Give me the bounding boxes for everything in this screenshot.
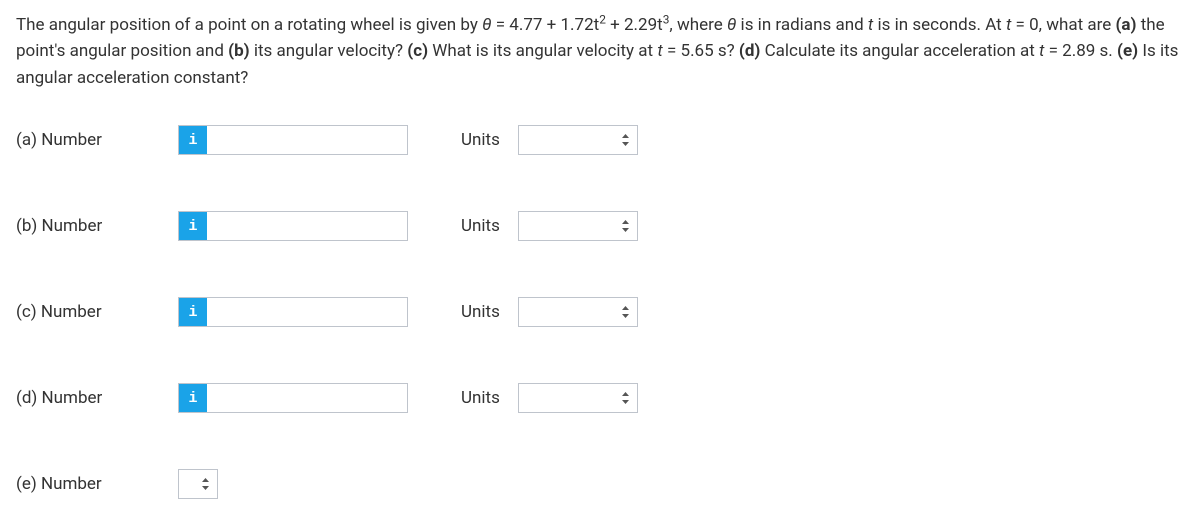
units-select-wrap-d	[518, 383, 638, 413]
q-seg: = 0, what are	[1011, 15, 1115, 35]
units-select-wrap-b	[518, 211, 638, 241]
q-part-e: (e)	[1117, 41, 1138, 61]
info-icon[interactable]: i	[179, 212, 207, 240]
part-label-a: (a) Number	[16, 130, 178, 150]
q-seg: = 2.89 s.	[1044, 41, 1117, 61]
units-select-d[interactable]	[518, 383, 638, 413]
number-input-b[interactable]	[207, 212, 407, 240]
units-select-b[interactable]	[518, 211, 638, 241]
part-label-d: (d) Number	[16, 388, 178, 408]
number-input-c[interactable]	[207, 298, 407, 326]
answer-select-wrap-e	[178, 469, 218, 499]
answer-row-b: (b) Number i Units	[16, 211, 1184, 241]
q-seg: is in radians and	[736, 15, 868, 35]
units-select-wrap-c	[518, 297, 638, 327]
q-seg: Calculate its angular acceleration at	[760, 41, 1039, 61]
q-seg: + 2.29t	[606, 15, 663, 35]
number-input-d[interactable]	[207, 384, 407, 412]
q-seg: = 4.77 + 1.72t	[492, 15, 600, 35]
number-input-a[interactable]	[207, 126, 407, 154]
answer-row-a: (a) Number i Units	[16, 125, 1184, 155]
number-input-wrap-b: i	[178, 211, 408, 241]
question-container: The angular position of a point on a rot…	[0, 0, 1200, 511]
q-part-d: (d)	[739, 41, 760, 61]
units-select-wrap-a	[518, 125, 638, 155]
q-part-a: (a)	[1115, 15, 1136, 35]
units-label-c: Units	[461, 302, 500, 322]
q-theta: θ	[482, 15, 491, 35]
info-icon[interactable]: i	[179, 384, 207, 412]
q-seg: The angular position of a point on a rot…	[16, 15, 482, 35]
q-part-c: (c)	[407, 41, 428, 61]
q-seg: = 5.65 s?	[663, 41, 739, 61]
question-text: The angular position of a point on a rot…	[16, 12, 1184, 91]
part-label-e: (e) Number	[16, 474, 178, 494]
q-seg: its angular velocity?	[250, 41, 408, 61]
units-label-d: Units	[461, 388, 500, 408]
q-sup: 2	[599, 12, 606, 26]
info-icon[interactable]: i	[179, 126, 207, 154]
answer-row-c: (c) Number i Units	[16, 297, 1184, 327]
q-seg: is in seconds. At	[873, 15, 1006, 35]
part-label-b: (b) Number	[16, 216, 178, 236]
number-input-wrap-d: i	[178, 383, 408, 413]
answer-select-e[interactable]	[178, 469, 218, 499]
answer-row-e: (e) Number	[16, 469, 1184, 499]
units-label-a: Units	[461, 130, 500, 150]
number-input-wrap-a: i	[178, 125, 408, 155]
number-input-wrap-c: i	[178, 297, 408, 327]
q-seg: , where	[669, 15, 727, 35]
units-label-b: Units	[461, 216, 500, 236]
part-label-c: (c) Number	[16, 302, 178, 322]
info-icon[interactable]: i	[179, 298, 207, 326]
units-select-a[interactable]	[518, 125, 638, 155]
answer-row-d: (d) Number i Units	[16, 383, 1184, 413]
units-select-c[interactable]	[518, 297, 638, 327]
q-theta: θ	[727, 15, 736, 35]
q-part-b: (b)	[228, 41, 249, 61]
q-seg: What is its angular velocity at	[428, 41, 657, 61]
